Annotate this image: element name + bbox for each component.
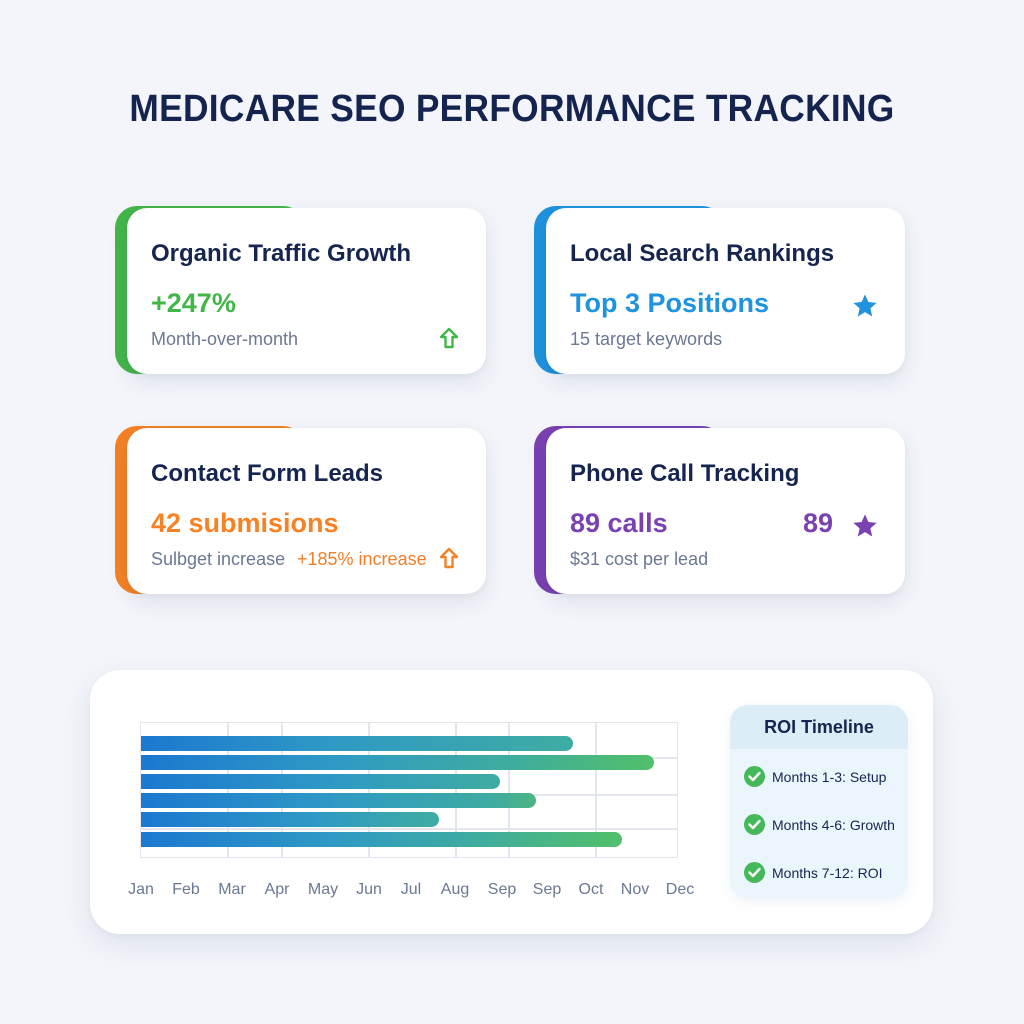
check-circle-icon (744, 862, 765, 883)
card-body: Contact Form Leads 42 submisions Sulbget… (127, 428, 486, 594)
card-value: 42 submisions (151, 508, 339, 538)
roi-item-label: Months 7-12: ROI (772, 864, 883, 881)
arrow-up-icon (439, 547, 459, 569)
card-body: Organic Traffic Growth +247% Month-over-… (127, 208, 486, 374)
roi-item: Months 1-3: Setup (744, 766, 886, 787)
x-tick-label: Apr (264, 881, 290, 898)
roi-item-label: Months 4-6: Growth (772, 816, 895, 833)
grid-line (368, 723, 370, 857)
x-tick-label: Aug (440, 881, 470, 898)
x-tick-label: Sep (532, 881, 562, 898)
x-tick-label: May (307, 881, 339, 898)
star-icon (853, 294, 877, 317)
card-title: Phone Call Tracking (570, 460, 800, 487)
chart-bar (141, 755, 654, 770)
chart-bar (141, 812, 439, 827)
card-body: Local Search Rankings Top 3 Positions 15… (546, 208, 905, 374)
x-tick-label: Oct (578, 881, 604, 898)
chart-bar (141, 832, 622, 847)
x-tick-label: Sep (487, 881, 517, 898)
card-organic-traffic: Organic Traffic Growth +247% Month-over-… (115, 206, 486, 374)
x-tick-label: Mar (218, 881, 246, 898)
card-title: Organic Traffic Growth (151, 240, 412, 267)
grid-line (227, 723, 229, 857)
card-local-search: Local Search Rankings Top 3 Positions 15… (534, 206, 905, 374)
check-circle-icon (744, 814, 765, 835)
chart-bar (141, 774, 500, 789)
card-subtitle: 15 target keywords (570, 329, 723, 349)
x-tick-label: Feb (172, 881, 200, 898)
chart-bar (141, 736, 573, 751)
grid-line (455, 723, 457, 857)
x-tick-label: Dec (665, 881, 695, 898)
card-title: Contact Form Leads (151, 460, 384, 487)
star-icon (853, 514, 877, 537)
card-value: 89 calls (570, 508, 668, 538)
card-subtitle: $31 cost per lead (570, 549, 709, 569)
grid-line (281, 723, 283, 857)
card-value: +247% (151, 288, 236, 318)
roi-title: ROI Timeline (730, 705, 908, 749)
page-title: MEDICARE SEO PERFORMANCE TRACKING (129, 88, 895, 130)
bar-chart (140, 722, 678, 858)
arrow-up-icon (439, 327, 459, 349)
card-body: Phone Call Tracking 89 calls 89 $31 cost… (546, 428, 905, 594)
card-subtitle: Month-over-month (151, 329, 299, 349)
roi-item: Months 4-6: Growth (744, 814, 895, 835)
card-right-value: 89 (802, 508, 833, 538)
card-increase-text: +185% increase (297, 549, 427, 569)
roi-item-label: Months 1-3: Setup (772, 768, 887, 785)
roi-item: Months 7-12: ROI (744, 862, 883, 883)
x-tick-label: Jun (356, 881, 382, 898)
x-tick-label: Jul (400, 881, 422, 898)
grid-line (141, 828, 677, 830)
x-tick-label: Nov (620, 881, 650, 898)
chart-bar (141, 793, 536, 808)
grid-line (508, 723, 510, 857)
chart-panel: Jan Feb Mar Apr May Jun Jul Aug Sep Sep … (90, 670, 933, 934)
card-phone-call: Phone Call Tracking 89 calls 89 $31 cost… (534, 426, 905, 594)
card-subtitle: Sulbget increase (151, 549, 286, 569)
grid-line (595, 723, 597, 857)
card-title: Local Search Rankings (570, 240, 835, 267)
card-contact-form: Contact Form Leads 42 submisions Sulbget… (115, 426, 486, 594)
x-tick-label: Jan (128, 881, 154, 898)
roi-timeline-box: ROI Timeline Months 1-3: Setup Months 4-… (730, 705, 908, 898)
card-value: Top 3 Positions (570, 288, 770, 318)
check-circle-icon (744, 766, 765, 787)
